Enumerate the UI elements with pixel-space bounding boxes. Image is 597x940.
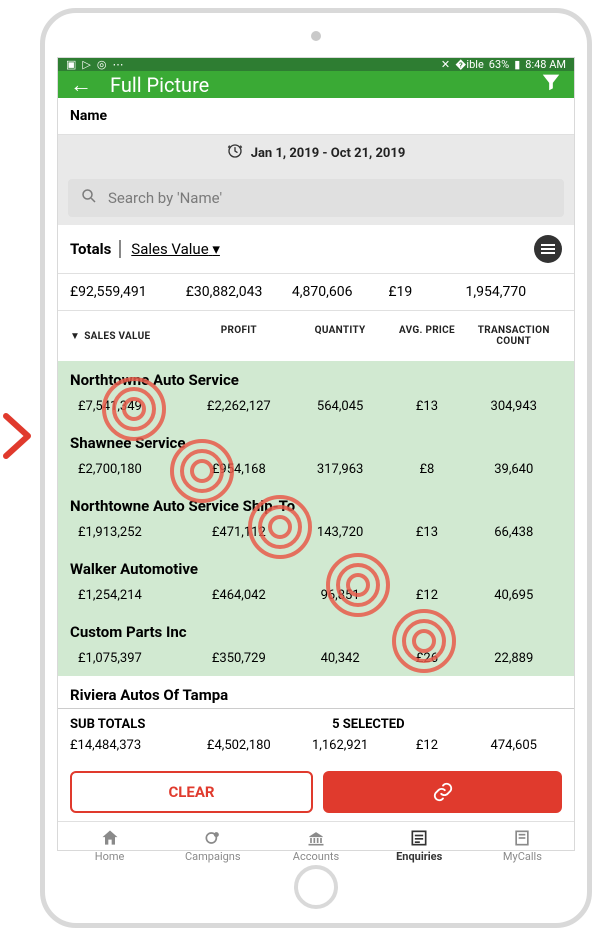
data-rows: Northtowne Auto Service £7,541,349£2,262,… [58,361,574,708]
battery-percent: 63% [489,58,509,71]
cast-icon: ▷ [82,58,90,71]
cell-sales: £1,075,397 [70,651,186,666]
date-range-text: Jan 1, 2019 - Oct 21, 2019 [251,146,406,161]
accounts-icon [306,828,326,848]
sub-sales: £14,484,373 [70,738,186,753]
cell-txn: 22,889 [466,651,562,666]
total-qty: 4,870,606 [292,284,388,300]
cell-qty: 40,342 [292,651,388,666]
chevron-down-icon: ▾ [212,240,220,258]
table-row[interactable]: Riviera Autos Of Tampa [58,676,574,708]
date-range-selector[interactable]: Jan 1, 2019 - Oct 21, 2019 [58,135,574,171]
vibrate-icon: ✕ [441,58,450,71]
cell-sales: £1,913,252 [70,525,186,540]
cell-profit: £954,168 [186,462,292,477]
tablet-camera [311,31,321,41]
subtotals-section: SUB TOTALS 5 SELECTED £14,484,373 £4,502… [58,708,574,763]
status-bar: ▣ ▷ ◎ ⋯ ✕ �ible 63% ▮ 8:48 AM [58,58,574,71]
eye-icon: ◎ [97,58,107,71]
sub-avg: £12 [388,738,465,753]
cell-sales: £7,541,349 [70,399,186,414]
nav-enquiries[interactable]: Enquiries [368,828,471,863]
sub-qty: 1,162,921 [292,738,388,753]
table-row[interactable]: Walker Automotive £1,254,214£464,04296,85… [58,550,574,613]
cell-txn: 66,438 [466,525,562,540]
enquiries-icon [409,828,429,848]
sub-profit: £4,502,180 [186,738,292,753]
cell-qty: 143,720 [292,525,388,540]
bottom-nav: Home Campaigns Accounts Enquiries MyCall… [58,821,574,867]
cell-avg: £12 [388,588,465,603]
column-headers[interactable]: ▼SALES VALUE PROFIT QUANTITY AVG. PRICE … [58,311,574,361]
cell-avg: £13 [388,399,465,414]
app-screen: ▣ ▷ ◎ ⋯ ✕ �ible 63% ▮ 8:48 AM ← Full Pic… [57,57,575,851]
cell-sales: £2,700,180 [70,462,186,477]
nav-accounts[interactable]: Accounts [264,828,367,863]
tablet-home-button[interactable] [294,865,338,909]
cell-profit: £350,729 [186,651,292,666]
sort-dropdown[interactable]: Sales Value ▾ [131,240,220,258]
nav-mycalls[interactable]: MyCalls [471,828,574,863]
back-button[interactable]: ← [70,72,92,98]
cell-qty: 96,851 [292,588,388,603]
cell-txn: 40,695 [466,588,562,603]
table-row[interactable]: Northtowne Auto Service £7,541,349£2,262,… [58,361,574,424]
cell-profit: £471,112 [186,525,292,540]
cell-avg: £26 [388,651,465,666]
row-name: Walker Automotive [58,550,574,582]
link-button[interactable] [323,771,562,813]
battery-icon: ▮ [514,58,520,71]
home-icon [100,828,120,848]
cell-qty: 317,963 [292,462,388,477]
app-bar: ← Full Picture [58,71,574,98]
row-name: Shawnee Service [58,424,574,456]
clock-text: 8:48 AM [525,58,566,71]
cell-avg: £8 [388,462,465,477]
cell-avg: £13 [388,525,465,540]
search-placeholder: Search by 'Name' [108,189,222,207]
cell-txn: 304,943 [466,399,562,414]
cell-sales: £1,254,214 [70,588,186,603]
mycalls-icon [512,828,532,848]
selected-count: 5 SELECTED [332,717,405,732]
sort-desc-icon: ▼ [70,331,80,342]
tablet-frame: ▣ ▷ ◎ ⋯ ✕ �ible 63% ▮ 8:48 AM ← Full Pic… [40,8,592,928]
row-name: Custom Parts Inc [58,613,574,645]
row-name: Riviera Autos Of Tampa [58,676,574,708]
total-txn: 1,954,770 [466,284,562,300]
total-sales: £92,559,491 [70,284,186,300]
table-row[interactable]: Custom Parts Inc £1,075,397£350,72940,342… [58,613,574,676]
cell-qty: 564,045 [292,399,388,414]
sub-txn: 474,605 [466,738,562,753]
filter-icon[interactable] [540,71,562,98]
image-icon: ▣ [66,58,76,71]
subtotals-label: SUB TOTALS [70,717,145,732]
more-icon: ⋯ [112,58,123,71]
table-row[interactable]: Northtowne Auto Service Ship-To £1,913,25… [58,487,574,550]
nav-home[interactable]: Home [58,828,161,863]
cell-txn: 39,640 [466,462,562,477]
search-input[interactable]: Search by 'Name' [68,179,564,217]
totals-menu-button[interactable] [534,235,562,263]
campaigns-icon [203,828,223,848]
page-title: Full Picture [110,73,522,97]
total-profit: £30,882,043 [186,284,292,300]
search-icon [80,187,98,209]
row-name: Northtowne Auto Service [58,361,574,393]
clear-button[interactable]: CLEAR [70,771,313,813]
link-icon [432,781,454,803]
cell-profit: £464,042 [186,588,292,603]
name-field-label[interactable]: Name [58,98,574,135]
nav-campaigns[interactable]: Campaigns [161,828,264,863]
clock-icon [227,143,243,163]
totals-values-row: £92,559,491 £30,882,043 4,870,606 £19 1,… [58,274,574,311]
row-name: Northtowne Auto Service Ship-To [58,487,574,519]
cell-profit: £2,262,127 [186,399,292,414]
swipe-arrow-hint [0,410,36,462]
total-avg: £19 [388,284,465,300]
table-row[interactable]: Shawnee Service £2,700,180£954,168317,963… [58,424,574,487]
totals-label: Totals [70,240,121,258]
wifi-icon: �ible [455,58,484,71]
